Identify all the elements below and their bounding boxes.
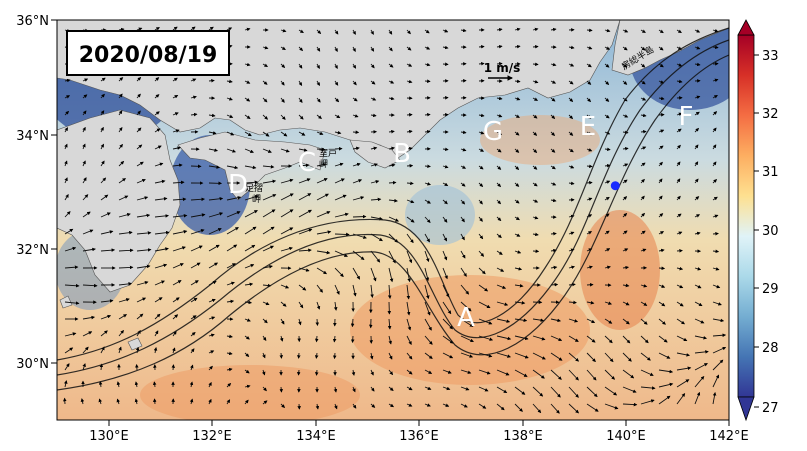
current-vector-arrow (173, 365, 174, 370)
current-vector-arrow (587, 166, 592, 167)
current-vector-arrow (641, 131, 646, 132)
region-label-e: E (580, 112, 596, 142)
colorbar-min-extend (738, 397, 754, 420)
current-vector-arrow (551, 234, 556, 235)
current-vector-arrow (425, 131, 430, 132)
current-vector-arrow (299, 370, 300, 375)
colorbar-tick-label: 30 (762, 224, 779, 239)
region-label-b: B (393, 139, 411, 169)
region-label-f: F (679, 102, 694, 132)
lon-tick-label: 140°E (606, 429, 646, 444)
current-vector-arrow (533, 47, 538, 48)
temperature-colorbar: 33 32 31 30 29 28 27 (738, 20, 779, 420)
place-label-muroto-cape: 岬 (319, 159, 328, 170)
current-vector-arrow (659, 268, 664, 269)
velocity-scale-label: 1 m/s (484, 61, 521, 75)
colorbar-max-extend (738, 20, 754, 35)
lat-tick-label: 30°N (16, 357, 49, 372)
current-vector-arrow (425, 166, 430, 167)
lat-tick-label: 36°N (16, 14, 49, 29)
current-vector-arrow (425, 114, 430, 115)
current-vector-arrow (209, 80, 214, 81)
colorbar-tick-label: 33 (762, 49, 779, 64)
current-vector-arrow (317, 319, 318, 325)
warm-water-pocket (140, 365, 360, 425)
current-vector-arrow (587, 30, 592, 31)
current-vector-arrow (353, 336, 354, 342)
place-label-muroto: 室戸 (319, 147, 337, 159)
current-vector-arrow (317, 370, 318, 375)
lon-tick-label: 142°E (709, 429, 749, 444)
region-label-c: C (298, 148, 316, 178)
region-label-g: G (483, 117, 503, 147)
region-label-a: A (457, 303, 475, 333)
lon-tick-label: 134°E (296, 429, 336, 444)
current-vector-arrow (389, 182, 396, 183)
current-vector-arrow (317, 336, 318, 342)
current-vector-arrow (587, 182, 592, 183)
date-label-box: 2020/08/19 (67, 31, 229, 75)
warm-water-pocket (580, 210, 660, 330)
current-vector-arrow (713, 234, 718, 235)
lon-tick-label: 130°E (89, 429, 129, 444)
current-vector-arrow (281, 353, 282, 358)
current-vector-arrow (335, 353, 336, 358)
current-vector-arrow (533, 64, 538, 65)
colorbar-tick-label: 29 (762, 282, 779, 297)
latitude-axis: 36°N 34°N 32°N 30°N (16, 14, 57, 372)
current-vector-arrow (155, 399, 156, 404)
colorbar-tick-label: 27 (762, 401, 779, 416)
observation-point-marker (611, 181, 620, 190)
colorbar-tick-label: 32 (762, 107, 779, 122)
place-label-ashizuri-cape: 岬 (252, 194, 261, 205)
colorbar-tick-label: 28 (762, 341, 779, 356)
lon-tick-label: 138°E (503, 429, 543, 444)
lat-tick-label: 32°N (16, 243, 49, 258)
current-vector-arrow (281, 387, 282, 392)
current-vector-arrow (407, 183, 413, 184)
longitude-axis: 130°E 132°E 134°E 136°E 138°E 140°E 142°… (89, 420, 749, 444)
region-label-d: D (228, 170, 248, 200)
colorbar-gradient (738, 35, 754, 397)
current-vector-arrow (352, 319, 353, 327)
current-vector-arrow (335, 234, 349, 235)
current-vector-arrow (479, 47, 484, 48)
current-vector-arrow (353, 217, 366, 218)
date-label: 2020/08/19 (79, 43, 218, 68)
lon-tick-label: 136°E (399, 429, 439, 444)
lon-tick-label: 132°E (192, 429, 232, 444)
lat-tick-label: 34°N (16, 129, 49, 144)
colorbar-tick-label: 31 (762, 165, 779, 180)
